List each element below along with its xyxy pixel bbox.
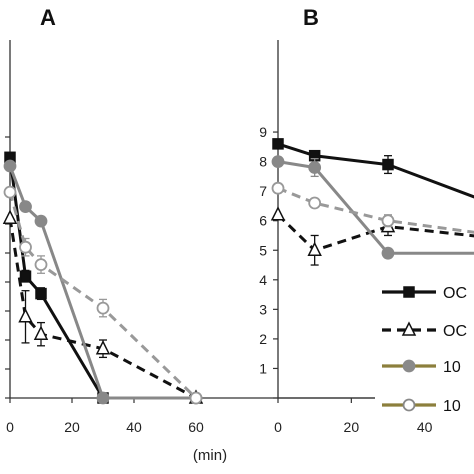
panel-a-series-s4-point [189, 391, 203, 405]
panel-a-series-s4-point [34, 258, 48, 272]
panel-a-series-s2-point [33, 325, 49, 340]
panel-b-series-s2-point [270, 206, 286, 221]
panel-b-y-tick-label: 6 [259, 213, 267, 229]
panel-b-series-s4-point [271, 181, 285, 195]
legend-marker-s3 [402, 359, 416, 373]
panel-a-series-s1-line [8, 157, 105, 399]
legend: OC OC 10 10 [375, 272, 474, 422]
panel-b-x-tick-label: 0 [274, 419, 282, 435]
panel-b-y-tick-label: 4 [259, 272, 267, 288]
panel-b-y-tick-label: 3 [259, 301, 267, 317]
panel-a-series-s4-point [3, 185, 17, 199]
panel-b-y-tick-label: 7 [259, 183, 267, 199]
panel-a-x-tick-label: 0 [6, 419, 14, 435]
panel-b-y-tick-label: 2 [259, 331, 267, 347]
panel-a-x-tick-label: 40 [126, 419, 142, 435]
panel-b-y-tick-label: 1 [259, 360, 267, 376]
panel-b-series-s3-point [381, 246, 395, 260]
panel-a-series-s2-point [2, 209, 18, 224]
panel-b-series-s2-line [276, 213, 474, 252]
legend-label-s3: 10 [443, 359, 461, 376]
panel-b-x-tick-label: 40 [417, 419, 433, 435]
panel-a-series-s1-point [19, 270, 32, 282]
legend-label-s1: OC [443, 285, 467, 302]
legend-label-s2: OC [443, 323, 467, 340]
panel-b-series-s1-line [277, 142, 474, 199]
panel-b-x-tick-label: 20 [344, 419, 360, 435]
panel-a-x-unit: (min) [193, 447, 227, 464]
panel-b-series-s1-point [382, 158, 394, 171]
panel-b-series-s1-point [272, 138, 284, 150]
panel-a-series-s3-point [3, 159, 17, 173]
panel-a-series-s4-point [19, 240, 32, 254]
panel-b-series-s3-point [308, 161, 322, 174]
panel-b-y-tick-label: 5 [259, 242, 267, 258]
panel-b-series-s3-point [271, 155, 285, 169]
legend-background [375, 272, 474, 422]
panel-a-x-tick-label: 60 [188, 419, 204, 435]
panel-b-letter: B [303, 5, 319, 30]
panel-b-series-s4-point [308, 196, 322, 210]
panel-b-y-tick-label: 8 [259, 154, 267, 170]
panel-a-plot: 0 20 40 60 [2, 40, 474, 435]
legend-marker-s4 [402, 398, 416, 412]
legend-label-s4: 10 [443, 398, 461, 415]
panel-b-plot: 1 2 3 4 5 6 7 8 9 0 20 40 [259, 40, 474, 435]
panel-b-series-s4-line [277, 186, 474, 234]
legend-marker-s1 [403, 286, 415, 298]
panel-a-x-tick-label: 20 [64, 419, 80, 435]
panel-a-series-s2-point [18, 308, 33, 323]
panel-b-series-s2-point [307, 241, 322, 256]
panel-a-series-s1-point [35, 287, 47, 300]
legend-marker-s2 [401, 321, 417, 336]
panel-b-series-s4-point [381, 214, 395, 228]
panel-b-y-tick-label: 9 [259, 124, 267, 140]
panel-a-series-s3-point [34, 214, 48, 228]
panel-a-series-s3-line [8, 165, 196, 400]
panel-a-letter: A [40, 5, 56, 30]
panel-a-series-s4-point [96, 301, 110, 315]
panel-b-series-s3-line [277, 160, 474, 255]
panel-a-series-s2-point [95, 340, 111, 355]
panel-a-series-s3-point [19, 200, 32, 214]
panel-a-series-s3-point [96, 391, 110, 405]
